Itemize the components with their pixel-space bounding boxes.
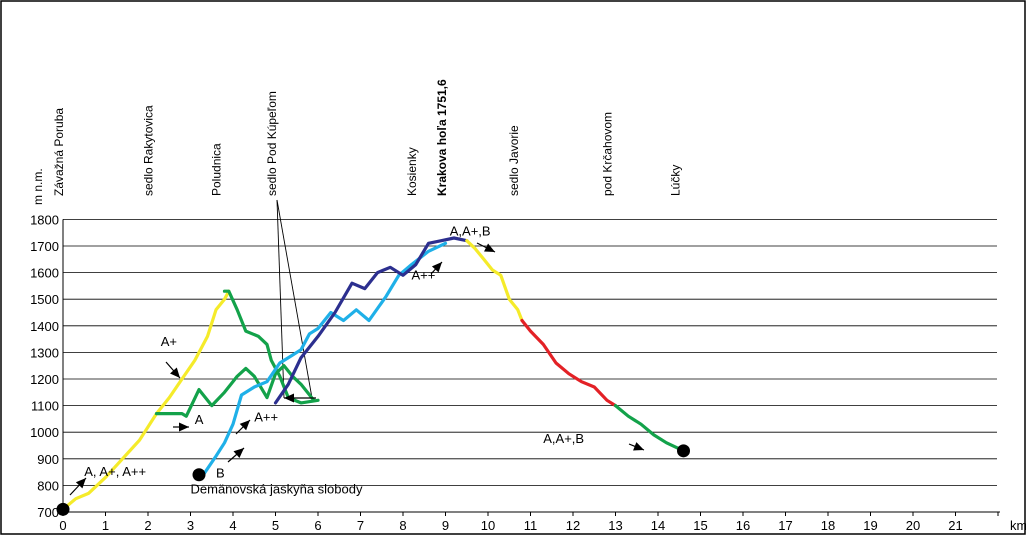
- leader-line: [276, 199, 313, 399]
- y-tick-label: 1600: [30, 266, 59, 281]
- endpoint-marker: [192, 468, 206, 482]
- direction-arrow-head: [431, 262, 442, 273]
- x-tick-label: 1: [102, 518, 109, 533]
- route-segment: [520, 318, 618, 408]
- x-tick-label: 6: [314, 518, 321, 533]
- direction-arrow-head: [633, 442, 644, 451]
- direction-arrow-head: [170, 367, 180, 378]
- x-tick-label: 0: [59, 518, 66, 533]
- x-tick-label: 17: [778, 518, 792, 533]
- y-tick-label: 1000: [30, 425, 59, 440]
- location-label: Poludnica: [210, 143, 224, 196]
- x-tick-label: 18: [821, 518, 835, 533]
- y-axis-label: m n.m.: [31, 168, 45, 205]
- x-tick-label: 10: [481, 518, 495, 533]
- y-tick-label: 1300: [30, 345, 59, 360]
- y-tick-label: 1100: [31, 399, 59, 414]
- direction-arrow-head: [239, 420, 250, 431]
- location-label: Krakova hoľa 1751,6: [435, 79, 449, 196]
- y-tick-label: 800: [37, 478, 59, 493]
- route-annotation: A++: [412, 267, 436, 282]
- direction-arrow-head: [233, 448, 244, 458]
- route-annotation: A++: [254, 410, 278, 425]
- route-segment: [61, 289, 231, 511]
- x-axis-label: km: [1010, 518, 1026, 533]
- x-tick-label: 8: [399, 518, 406, 533]
- y-tick-label: 1200: [30, 372, 59, 387]
- x-tick-label: 13: [608, 518, 622, 533]
- x-tick-label: 4: [229, 518, 236, 533]
- x-tick-label: 19: [863, 518, 877, 533]
- route-annotation: A: [195, 412, 204, 427]
- y-tick-label: 1700: [30, 239, 59, 254]
- y-tick-label: 1400: [30, 319, 59, 334]
- x-tick-label: 2: [144, 518, 151, 533]
- route-segment: [201, 241, 448, 477]
- y-tick-label: 900: [37, 452, 59, 467]
- location-label: sedlo Rakytovica: [142, 105, 156, 196]
- x-tick-label: 7: [357, 518, 364, 533]
- location-label: pod Krčahovom: [601, 112, 615, 196]
- endpoint-marker: [56, 502, 70, 516]
- endpoint-marker: [677, 444, 690, 458]
- location-label: Kosienky: [405, 147, 419, 196]
- x-tick-label: 12: [566, 518, 580, 533]
- route-annotation: A,A+,B: [450, 223, 491, 238]
- y-tick-label: 700: [37, 505, 59, 520]
- route-annotation: Demänovská jaskyňa slobody: [191, 481, 363, 496]
- route-annotation: A, A+, A++: [84, 464, 146, 479]
- location-label: Závažná Poruba: [52, 108, 66, 196]
- x-tick-label: 3: [187, 518, 194, 533]
- direction-arrow-head: [484, 243, 495, 252]
- direction-arrow-head: [284, 393, 294, 403]
- y-tick-label: 1800: [30, 212, 59, 227]
- route-segment: [613, 404, 686, 453]
- x-tick-label: 16: [736, 518, 750, 533]
- x-tick-label: 20: [906, 518, 920, 533]
- location-label: sedlo Pod Kúpeľom: [265, 91, 279, 196]
- x-tick-label: 21: [948, 518, 962, 533]
- direction-arrow-head: [179, 422, 189, 432]
- x-tick-label: 5: [272, 518, 279, 533]
- route-segment: [465, 239, 524, 323]
- x-tick-label: 14: [651, 518, 665, 533]
- location-label: sedlo Javorie: [507, 125, 521, 196]
- x-tick-label: 15: [693, 518, 707, 533]
- route-segment: [273, 236, 469, 405]
- route-segment: [154, 364, 316, 418]
- route-annotation: B: [216, 465, 225, 480]
- route-annotation: A,A+,B: [543, 431, 584, 446]
- x-tick-label: 9: [442, 518, 449, 533]
- direction-arrow-head: [75, 478, 86, 489]
- y-tick-label: 1500: [30, 292, 59, 307]
- x-tick-label: 11: [524, 518, 538, 533]
- location-label: Lúčky: [669, 165, 683, 196]
- route-annotation: A+: [161, 334, 177, 349]
